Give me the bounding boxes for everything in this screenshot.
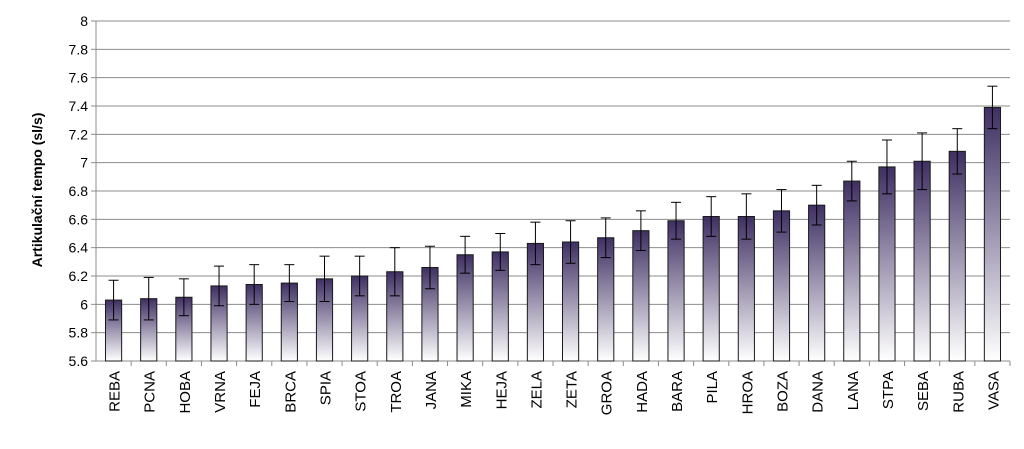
y-tick-label: 7.8 — [69, 41, 89, 57]
x-tick-label: BOZA — [775, 371, 792, 412]
y-tick-label: 5.6 — [69, 353, 89, 369]
x-tick-label: ZELA — [528, 371, 545, 409]
y-tick-label: 5.8 — [69, 325, 89, 341]
x-tick-label: STOA — [353, 371, 370, 412]
y-tick-label: 6.8 — [69, 183, 89, 199]
x-tick-label: LANA — [845, 371, 862, 410]
x-tick-label: HADA — [634, 371, 651, 413]
bar-pila — [702, 216, 720, 362]
x-tick-label: HROA — [739, 371, 756, 414]
x-tick-label: ZETA — [564, 371, 581, 408]
y-tick-label: 7.2 — [69, 126, 89, 142]
tick-labels: 5.6 5.8 6 6.2 6.4 6.6 6.8 7 7.2 7.4 7.6 7.8 8 REBA PCN… — [69, 13, 1003, 415]
y-tick-label: 6.4 — [69, 240, 89, 256]
error-bars — [108, 85, 998, 321]
x-tick-label: BARA — [669, 371, 686, 412]
bar-boza — [772, 210, 791, 362]
x-tick-label: PCNA — [142, 371, 159, 413]
y-axis-label: Artikulační tempo (sl/s) — [29, 113, 45, 268]
bar-lana — [843, 180, 861, 362]
x-tick-label: GROA — [599, 371, 616, 415]
y-tick-label: 6.6 — [69, 211, 89, 227]
bar-stpa — [878, 166, 896, 362]
x-tick-label: SEBA — [915, 371, 932, 411]
x-tick-label: BRCA — [282, 371, 299, 413]
x-tick-label: DANA — [810, 371, 827, 413]
bar-vasa — [983, 106, 1002, 362]
y-tick-label: 7.4 — [69, 98, 89, 114]
axes — [91, 20, 1011, 366]
gridlines — [96, 20, 1010, 362]
x-tick-label: SPIA — [318, 371, 335, 405]
bar-bara — [667, 220, 685, 362]
y-tick-label: 7 — [80, 155, 88, 171]
bar-dana — [808, 204, 826, 362]
y-tick-label: 6.2 — [69, 268, 89, 284]
x-tick-label: JANA — [423, 371, 440, 409]
x-tick-label: REBA — [107, 371, 124, 412]
x-tick-label: HEJA — [493, 371, 510, 409]
y-tick-label: 7.6 — [69, 70, 89, 86]
x-tick-label: VRNA — [212, 371, 229, 413]
bar-ruba — [948, 150, 966, 362]
x-tick-label: MIKA — [458, 371, 475, 408]
x-tick-label: RUBA — [950, 371, 967, 413]
x-tick-label: STPA — [880, 371, 897, 409]
bars — [104, 106, 1002, 362]
x-tick-label: FEJA — [247, 371, 264, 408]
x-tick-label: PILA — [704, 371, 721, 404]
y-tick-label: 6 — [80, 296, 88, 312]
y-tick-label: 8 — [80, 13, 88, 29]
x-tick-label: VASA — [985, 371, 1002, 410]
bar-seba — [913, 160, 931, 362]
x-tick-label: TROA — [388, 371, 405, 413]
x-tick-label: HOBA — [177, 371, 194, 414]
